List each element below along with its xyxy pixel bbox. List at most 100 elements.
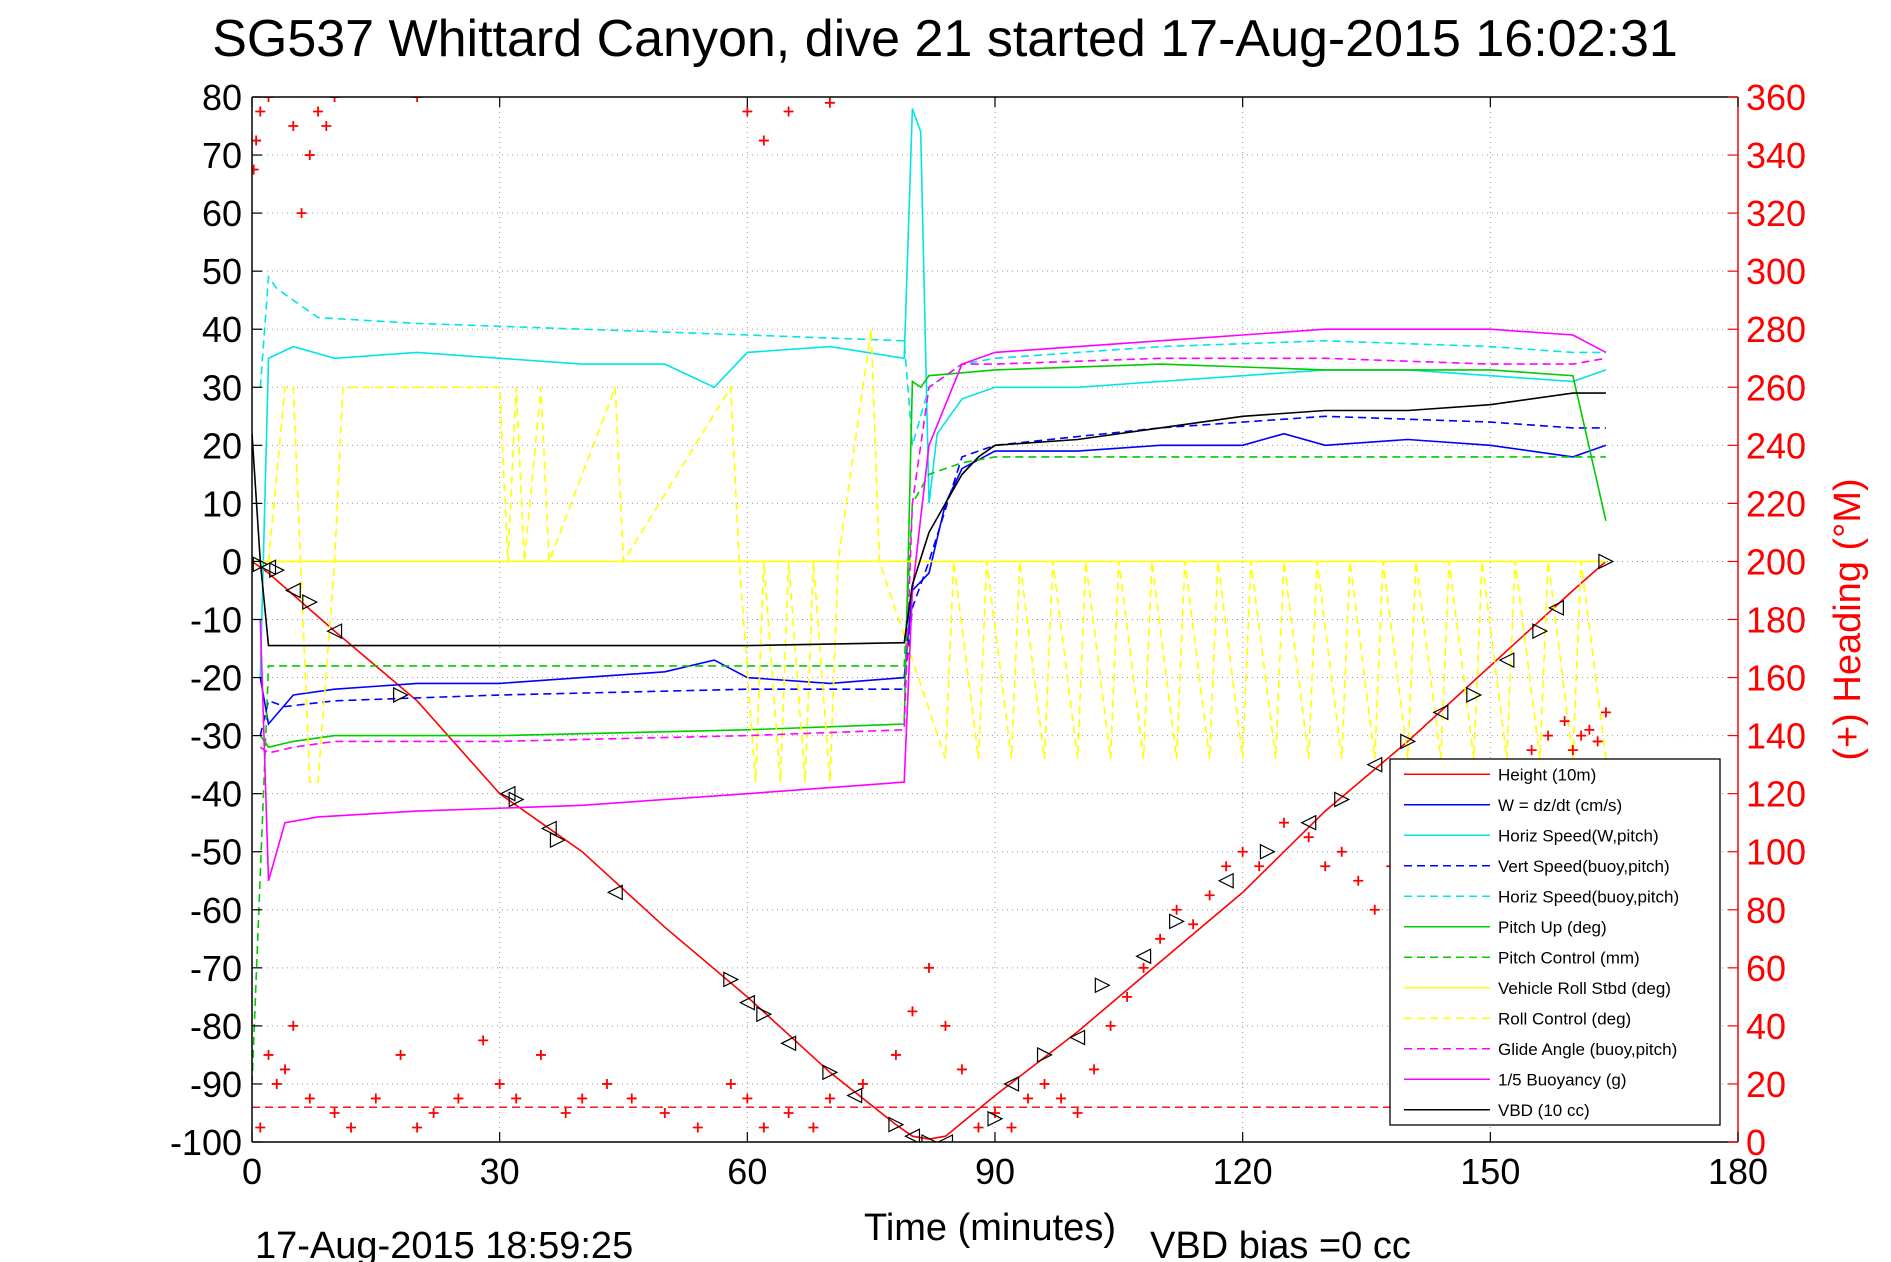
- triangle-marker-3: [284, 582, 301, 599]
- heading-point-61: [1155, 933, 1166, 944]
- triangle-marker-4: [302, 594, 319, 611]
- series-line-9: [259, 357, 1607, 754]
- triangle-marker-6: [393, 687, 409, 703]
- plot-area: [252, 97, 1615, 1142]
- heading-point-54: [1039, 1078, 1050, 1089]
- legend-label-8: Roll Control (deg): [1498, 1009, 1631, 1028]
- right-axis-label: (+) Heading (°M): [1827, 478, 1869, 760]
- triangle-marker-1: [260, 559, 277, 576]
- heading-point-65: [1221, 861, 1232, 872]
- y-right-tick-label-9: 180: [1746, 600, 1806, 641]
- heading-point-8: [321, 121, 332, 132]
- legend-label-3: Vert Speed(buoy,pitch): [1498, 857, 1670, 876]
- y-tick-label-9: -10: [190, 600, 242, 641]
- heading-point-56: [1072, 1107, 1083, 1118]
- y-right-tick-label-14: 80: [1746, 890, 1786, 931]
- heading-point-13: [783, 106, 794, 117]
- y-tick-label-4: 40: [202, 309, 242, 350]
- legend-label-2: Horiz Speed(W,pitch): [1498, 826, 1659, 845]
- triangle-marker-24: [1036, 1046, 1053, 1063]
- triangle-marker-25: [1069, 1029, 1086, 1046]
- triangle-marker-16: [822, 1064, 839, 1081]
- heading-point-77: [1543, 730, 1554, 741]
- heading-point-52: [1006, 1122, 1017, 1133]
- x-tick-label-6: 180: [1708, 1151, 1768, 1192]
- y-right-tick-label-7: 220: [1746, 483, 1806, 524]
- y-tick-label-14: -60: [190, 890, 242, 931]
- heading-point-30: [511, 1093, 522, 1104]
- heading-point-38: [725, 1078, 736, 1089]
- triangle-marker-27: [1135, 948, 1152, 965]
- series-line-11: [252, 392, 1606, 647]
- heading-point-82: [1592, 736, 1603, 747]
- y-tick-label-10: -20: [190, 658, 242, 699]
- triangle-marker-21: [937, 1134, 954, 1142]
- heading-point-79: [1567, 745, 1578, 756]
- y-tick-label-18: -100: [170, 1122, 242, 1163]
- triangle-marker-11: [606, 884, 623, 901]
- triangle-marker-33: [1366, 756, 1383, 773]
- heading-point-15: [255, 1122, 266, 1133]
- triangle-marker-9: [540, 820, 557, 837]
- y-right-tick-label-3: 300: [1746, 251, 1806, 292]
- heading-point-46: [907, 1006, 918, 1017]
- heading-point-62: [1171, 904, 1182, 915]
- y-right-tick-label-18: 0: [1746, 1122, 1766, 1163]
- x-tick-label-2: 60: [727, 1151, 767, 1192]
- heading-point-4: [288, 121, 299, 132]
- chart-title: SG537 Whittard Canyon, dive 21 started 1…: [212, 10, 1678, 68]
- y-tick-label-0: 80: [202, 77, 242, 118]
- y-right-tick-label-17: 20: [1746, 1064, 1786, 1105]
- heading-point-10: [412, 97, 423, 102]
- y-right-tick-label-10: 160: [1746, 658, 1806, 699]
- legend: Height (10m) W = dz/dt (cm/s) Horiz Speed(…: [1389, 758, 1721, 1126]
- y-right-tick-label-8: 200: [1746, 541, 1806, 582]
- y-right-tick-label-11: 140: [1746, 716, 1806, 757]
- y-right-tick-label-2: 320: [1746, 193, 1806, 234]
- heading-point-33: [577, 1093, 588, 1104]
- heading-point-83: [1600, 707, 1611, 718]
- heading-point-36: [659, 1107, 670, 1118]
- timestamp-label: 17-Aug-2015 18:59:25: [255, 1225, 633, 1262]
- series-line-1: [259, 432, 1607, 726]
- heading-point-70: [1320, 861, 1331, 872]
- heading-point-80: [1576, 730, 1587, 741]
- heading-point-3: [263, 97, 274, 102]
- triangle-marker-28: [1169, 913, 1185, 930]
- series-line-3: [259, 415, 1606, 736]
- heading-point-7: [313, 106, 324, 117]
- legend-box: [1389, 758, 1721, 1126]
- y-right-tick-label-6: 240: [1746, 425, 1806, 466]
- series-line-4: [259, 274, 1606, 446]
- heading-point-49: [956, 1064, 967, 1075]
- y-tick-label-17: -90: [190, 1064, 242, 1105]
- legend-label-11: VBD (10 cc): [1498, 1101, 1590, 1120]
- y-tick-label-6: 20: [202, 425, 242, 466]
- triangle-marker-35: [1432, 704, 1449, 721]
- x-tick-label-4: 120: [1213, 1151, 1273, 1192]
- triangle-marker-30: [1259, 843, 1276, 860]
- heading-point-27: [453, 1093, 464, 1104]
- heading-point-11: [742, 106, 753, 117]
- y-tick-label-5: 30: [202, 367, 242, 408]
- heading-point-41: [783, 1107, 794, 1118]
- heading-point-18: [280, 1064, 291, 1075]
- x-tick-label-0: 0: [242, 1151, 262, 1192]
- heading-point-31: [535, 1049, 546, 1060]
- y-tick-label-2: 60: [202, 193, 242, 234]
- y-right-tick-label-4: 280: [1746, 309, 1806, 350]
- y-tick-label-1: 70: [202, 135, 242, 176]
- heading-point-63: [1188, 919, 1199, 930]
- y-tick-label-13: -50: [190, 832, 242, 873]
- heading-point-24: [395, 1049, 406, 1060]
- triangle-marker-23: [1003, 1075, 1020, 1092]
- heading-point-34: [601, 1078, 612, 1089]
- heading-point-14: [824, 97, 835, 108]
- heading-point-21: [329, 1107, 340, 1118]
- heading-point-2: [255, 106, 266, 117]
- axes: 0 30 60 90 120 150 18080706050403020100-10-20-…: [170, 77, 1869, 1192]
- heading-point-72: [1353, 875, 1364, 886]
- y-right-tick-label-16: 40: [1746, 1006, 1786, 1047]
- series-line-10: [259, 328, 1607, 882]
